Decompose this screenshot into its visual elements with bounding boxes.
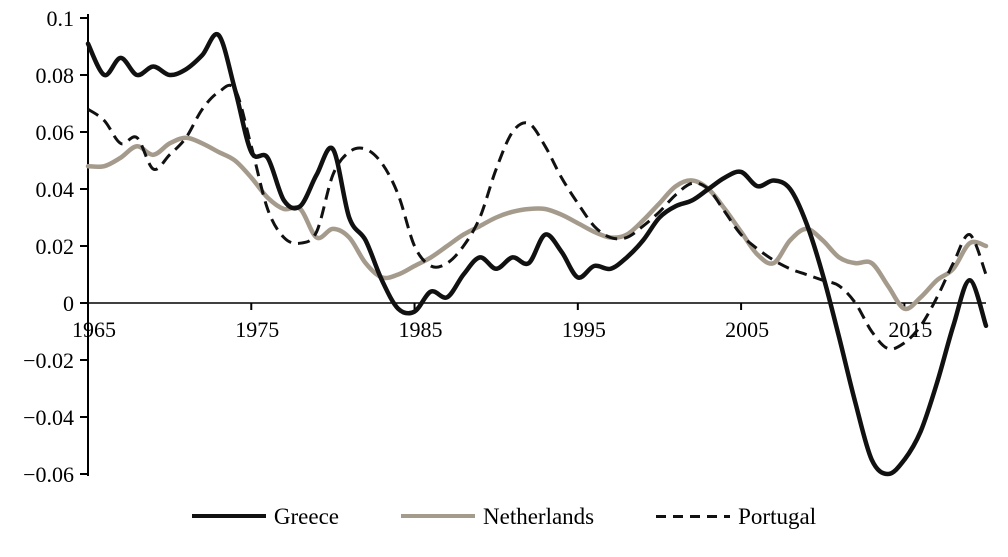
y-tick-label: 0.04 xyxy=(36,177,75,202)
series-line-netherlands xyxy=(85,135,989,312)
y-tick-label: 0 xyxy=(63,291,74,316)
chart-canvas: 0.1 0.08 0.06 0.04 0.02 0 −0.02 −0.04 −0.06 1965 1… xyxy=(23,6,989,487)
y-tick-label: 0.06 xyxy=(36,120,75,145)
y-tick-label: 0.08 xyxy=(36,63,75,88)
x-tick-label: 1965 xyxy=(72,317,116,342)
legend-label-netherlands: Netherlands xyxy=(483,503,595,529)
series-line-portugal xyxy=(87,83,988,351)
x-tick-label: 1995 xyxy=(562,317,606,342)
netherlands-line-swatch xyxy=(401,513,475,519)
y-tick-label: 0.1 xyxy=(47,6,75,31)
y-tick-label: −0.04 xyxy=(23,405,74,430)
legend-label-portugal: Portugal xyxy=(738,503,817,529)
legend-item-portugal: Portugal xyxy=(656,505,816,528)
x-tick-label: 2005 xyxy=(725,317,769,342)
x-tick-label: 1975 xyxy=(235,317,279,342)
y-tick-label: −0.02 xyxy=(23,348,74,373)
legend-label-greece: Greece xyxy=(273,503,339,529)
portugal-line-swatch xyxy=(656,514,731,518)
x-tick-label: 1985 xyxy=(399,317,443,342)
legend-item-netherlands: Netherlands xyxy=(401,505,594,528)
series-line-greece xyxy=(85,31,989,477)
y-tick-label: −0.06 xyxy=(23,462,74,487)
chart-legend: Greece Netherlands Portugal xyxy=(0,494,1008,538)
greece-line-swatch xyxy=(191,513,266,519)
y-tick-label: 0.02 xyxy=(36,234,75,259)
legend-item-greece: Greece xyxy=(191,503,339,529)
